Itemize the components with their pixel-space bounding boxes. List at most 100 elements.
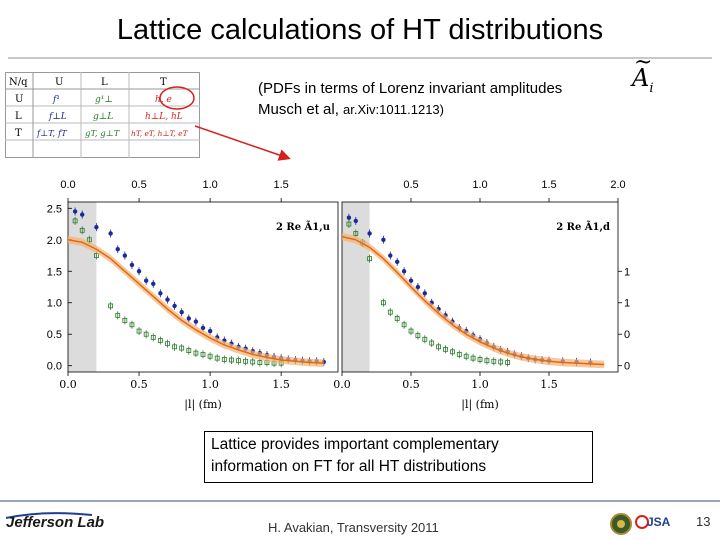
table-row-header: T [15, 128, 22, 139]
green-data-point [394, 316, 400, 321]
green-data-point [150, 334, 156, 340]
x-tick-label-top: 1.5 [274, 179, 289, 191]
blue-data-point [422, 291, 427, 296]
y-tick-label: 1.0 [47, 298, 62, 310]
callout-line1: Lattice provides important complementary [211, 436, 499, 453]
math-subscript: i [649, 80, 654, 96]
page-number: 13 [696, 514, 711, 529]
green-data-point [346, 221, 352, 227]
green-data-point [463, 353, 469, 359]
blue-data-point [115, 247, 120, 252]
blue-data-point [94, 224, 99, 230]
green-data-point [408, 328, 414, 334]
x-tick-label-top: 1.0 [472, 179, 487, 191]
blue-data-point [388, 253, 393, 258]
green-data-point [367, 256, 373, 262]
fit-curve [67, 239, 324, 364]
footer-divider [0, 500, 720, 502]
blue-data-point [143, 278, 149, 283]
math-letter: A [632, 64, 650, 92]
blue-data-point [108, 231, 113, 236]
jsa-logo-text: JSA [647, 515, 671, 529]
green-data-point [477, 357, 483, 362]
jsa-mark-icon [635, 515, 649, 529]
green-data-point [257, 360, 263, 365]
table-cell: h⊥L, hL [145, 112, 183, 122]
footer-author: H. Avakian, Transversity 2011 [268, 520, 439, 535]
blue-data-point [381, 237, 386, 242]
green-data-point [221, 357, 227, 362]
green-data-point [491, 358, 497, 364]
x-tick-label-top: 2.0 [610, 179, 625, 191]
subtitle-authors: Musch et al, [258, 101, 344, 118]
green-data-point [108, 303, 114, 309]
subtitle: (PDFs in terms of Lorenz invariant ampli… [258, 78, 562, 120]
green-data-point [86, 237, 92, 243]
blue-data-point [72, 209, 78, 214]
blue-data-point [207, 328, 213, 334]
green-data-point [505, 360, 511, 365]
table-cell: f⊥L [48, 112, 67, 122]
blue-data-point [200, 325, 206, 331]
table-col-header: U [55, 77, 63, 88]
table-cell: hT, eT, h⊥T, eT [131, 129, 189, 138]
green-data-point [401, 322, 407, 328]
green-data-point [186, 348, 192, 353]
blue-data-point [408, 278, 414, 283]
subtitle-line1: (PDFs in terms of Lorenz invariant ampli… [258, 80, 563, 97]
green-data-point [449, 349, 455, 355]
table-row-header: U [15, 94, 23, 105]
green-data-point [136, 328, 142, 334]
green-data-point [229, 357, 234, 363]
green-data-point [214, 355, 220, 361]
green-data-point [353, 231, 359, 236]
green-data-point [200, 351, 206, 357]
green-data-point [94, 253, 99, 258]
callout-line2: information on FT for all HT distributio… [211, 458, 487, 475]
y-tick-label: 0.5 [47, 329, 62, 341]
blue-data-point [346, 215, 352, 220]
green-data-point [179, 345, 185, 351]
table-row-header: L [15, 111, 22, 122]
green-data-point [72, 218, 78, 224]
subtitle-arxiv: ar.Xiv:1011.1213) [343, 102, 444, 117]
y-tick-label: 2.0 [47, 235, 62, 247]
y-tick-label: 1.5 [47, 266, 62, 278]
blue-data-point [367, 231, 372, 236]
x-tick-label-top: 1.5 [541, 179, 556, 191]
table-cell: g¹⊥ [95, 95, 113, 105]
plot-title: 2 Re Ã1,d [556, 221, 610, 233]
green-data-point [157, 338, 163, 343]
x-tick-label-top: 1.0 [202, 179, 217, 191]
fit-band [68, 236, 324, 367]
x-tick-label-bottom: 1.5 [272, 378, 290, 391]
green-data-point [115, 312, 121, 318]
x-tick-label-bottom: 1.5 [540, 378, 558, 391]
table-cell: f⊥T, fT [36, 129, 68, 139]
green-data-point [498, 359, 504, 365]
blue-data-point [193, 319, 199, 324]
green-data-point [165, 341, 170, 347]
table-cell: h, e [155, 95, 172, 105]
green-data-point [422, 336, 428, 342]
x-tick-label-bottom: 1.0 [201, 378, 219, 391]
green-data-point [443, 346, 448, 352]
blue-data-point [158, 291, 163, 296]
green-data-point [79, 227, 85, 233]
slide-title: Lattice calculations of HT distributions [116, 14, 604, 46]
x-tick-label-top: 0.0 [60, 179, 75, 191]
fit-curve [341, 235, 605, 366]
blue-data-point [165, 297, 170, 302]
x-tick-label-top: 0.5 [131, 179, 146, 191]
blue-data-point [129, 262, 135, 268]
y-tick-label: 0.0 [624, 361, 630, 373]
blue-data-point [136, 269, 142, 274]
jlab-swoosh-icon [5, 512, 93, 519]
x-tick-label-bottom: 1.0 [471, 378, 489, 391]
green-data-point [387, 309, 393, 315]
x-tick-label-top: 0.5 [403, 179, 418, 191]
green-data-point [143, 331, 149, 337]
lattice-plots: 0.0 0.5 1.0 1.5 0.0 0.5 1.0 1.5 |l| (fm) 0.0 0.5 1.… [47, 179, 630, 412]
green-data-point [436, 344, 442, 350]
blue-data-point [186, 316, 191, 321]
